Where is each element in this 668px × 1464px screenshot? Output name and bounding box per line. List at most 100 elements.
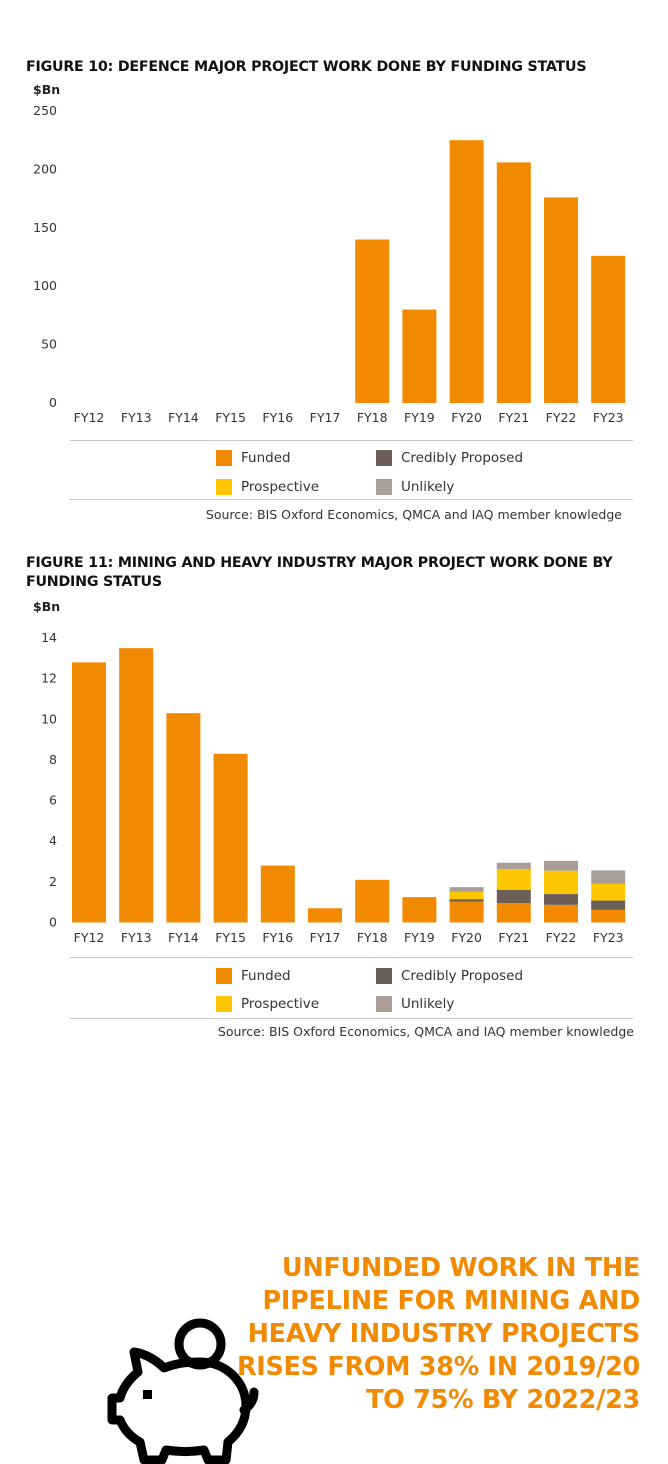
bar-funded (72, 662, 106, 923)
legend-item-prospective: Prospective (216, 479, 319, 495)
bar-prospective (449, 891, 484, 900)
y-tick-label: 6 (49, 793, 57, 808)
legend-label-unlikely: Unlikely (401, 996, 455, 1012)
legend-label-credibly-proposed: Credibly Proposed (401, 450, 524, 466)
bar-prospective (544, 870, 578, 895)
x-tick-label: FY15 (215, 930, 246, 945)
bar-funded (402, 309, 437, 403)
y-tick-label: 50 (41, 337, 57, 352)
legend-item-funded: Funded (216, 450, 291, 466)
bar-prospective (496, 869, 531, 890)
legend-label-funded: Funded (241, 450, 291, 466)
x-tick-label: FY19 (404, 410, 435, 425)
bar-credibly-proposed (591, 900, 626, 910)
legend-item-funded: Funded (216, 968, 291, 984)
bar-funded (591, 255, 626, 403)
figure-11-source: Source: BIS Oxford Economics, QMCA and I… (217, 1024, 634, 1039)
bar-credibly-proposed (449, 899, 484, 902)
figure-10-chart: 0 50 100 150 200 250 FY12 FY13 FY14 FY15 FY16 FY17 F… (33, 103, 626, 425)
x-tick-label: FY16 (262, 930, 293, 945)
x-tick-label: FY12 (74, 410, 105, 425)
x-tick-label: FY12 (74, 930, 105, 945)
bar-credibly-proposed (544, 894, 578, 905)
legend-label-credibly-proposed: Credibly Proposed (401, 968, 524, 984)
figure-10-title: FIGURE 10: DEFENCE MAJOR PROJECT WORK DO… (26, 59, 587, 75)
x-tick-label: FY14 (168, 410, 199, 425)
legend-item-credibly-proposed: Credibly Proposed (376, 968, 523, 984)
bar-funded (119, 648, 154, 923)
callout-line: HEAVY INDUSTRY PROJECTS (247, 1319, 641, 1349)
y-tick-label: 14 (41, 630, 57, 645)
x-tick-label: FY20 (451, 930, 482, 945)
x-tick-label: FY15 (215, 410, 246, 425)
y-tick-label: 10 (41, 711, 57, 726)
x-tick-label: FY16 (262, 410, 293, 425)
bar-unlikely (496, 862, 531, 870)
x-tick-label: FY19 (404, 930, 435, 945)
y-tick-label: 0 (49, 395, 57, 410)
y-tick-label: 8 (49, 752, 57, 767)
y-tick-label: 2 (49, 874, 57, 889)
bar-unlikely (449, 887, 484, 892)
bar-funded (355, 239, 390, 403)
legend-item-unlikely: Unlikely (376, 479, 454, 495)
x-tick-label: FY17 (310, 930, 341, 945)
x-tick-label: FY13 (121, 410, 152, 425)
bar-unlikely (544, 860, 578, 871)
figure-11-chart: 0 2 4 6 8 10 12 14 FY12 FY13 FY14 FY15 FY16 FY17 FY18 F… (41, 630, 626, 945)
x-tick-label: FY20 (451, 410, 482, 425)
bar-funded (496, 903, 531, 923)
x-tick-label: FY17 (310, 410, 341, 425)
figure-10-y-unit: $Bn (33, 82, 61, 97)
bar-funded (544, 197, 578, 403)
bar-funded (213, 753, 248, 923)
legend-swatch-funded (216, 968, 232, 984)
x-tick-label: FY22 (546, 410, 577, 425)
x-tick-label: FY22 (546, 930, 577, 945)
bar-credibly-proposed (496, 889, 531, 904)
figure-10-source: Source: BIS Oxford Economics, QMCA and I… (205, 507, 622, 522)
y-tick-label: 150 (33, 220, 57, 235)
x-tick-label: FY23 (593, 930, 624, 945)
y-tick-label: 0 (49, 915, 57, 930)
x-tick-label: FY13 (121, 930, 152, 945)
callout-line: RISES FROM 38% IN 2019/20 (236, 1352, 640, 1382)
y-tick-label: 200 (33, 161, 57, 176)
legend-swatch-prospective (216, 479, 232, 495)
bar-funded (544, 904, 578, 923)
legend-label-funded: Funded (241, 968, 291, 984)
legend-swatch-unlikely (376, 996, 392, 1012)
x-tick-label: FY18 (357, 930, 388, 945)
y-tick-label: 100 (33, 278, 57, 293)
x-tick-label: FY14 (168, 930, 199, 945)
bar-prospective (591, 883, 626, 901)
bar-funded (449, 140, 484, 403)
legend-item-prospective: Prospective (216, 996, 319, 1012)
legend-swatch-funded (216, 450, 232, 466)
figure-11-y-unit: $Bn (33, 599, 61, 614)
y-tick-label: 4 (49, 833, 57, 848)
legend-swatch-prospective (216, 996, 232, 1012)
bar-funded (591, 909, 626, 923)
piggy-bank-icon (107, 1318, 259, 1464)
bar-funded (496, 162, 531, 403)
legend-swatch-credibly-proposed (376, 450, 392, 466)
legend-swatch-credibly-proposed (376, 968, 392, 984)
figure-11-legend: Funded Credibly Proposed Prospective Unl… (70, 957, 633, 1019)
bar-funded (449, 901, 484, 923)
bar-funded (402, 897, 437, 923)
x-tick-label: FY21 (498, 410, 529, 425)
callout-text: UNFUNDED WORK IN THE PIPELINE FOR MINING… (237, 1252, 640, 1417)
legend-item-unlikely: Unlikely (376, 996, 454, 1012)
bar-funded (355, 879, 390, 923)
callout-line: PIPELINE FOR MINING AND (262, 1286, 641, 1316)
legend-label-prospective: Prospective (241, 996, 320, 1012)
figure-11-title-line-1: FIGURE 11: MINING AND HEAVY INDUSTRY MAJ… (26, 555, 613, 571)
callout-line: TO 75% BY 2022/23 (366, 1385, 640, 1415)
figure-11-title-line-2: FUNDING STATUS (26, 574, 162, 590)
y-tick-label: 250 (33, 103, 57, 118)
y-tick-label: 12 (41, 671, 57, 686)
bar-unlikely (591, 870, 626, 884)
figure-11-title: FIGURE 11: MINING AND HEAVY INDUSTRY MAJ… (26, 554, 613, 592)
bar-funded (166, 713, 201, 923)
